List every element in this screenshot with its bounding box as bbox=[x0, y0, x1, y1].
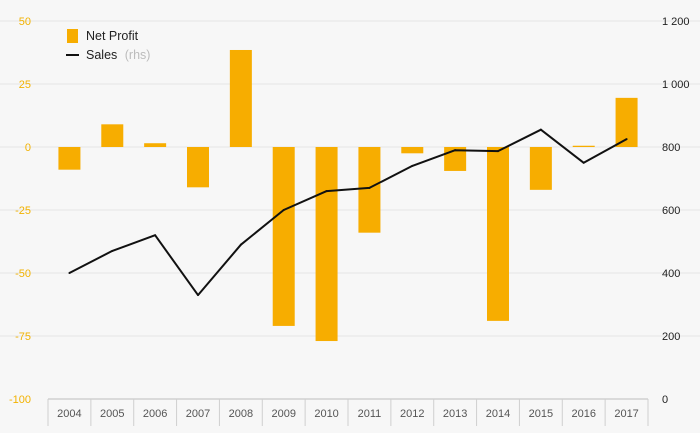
x-axis-tick-label: 2009 bbox=[271, 408, 295, 420]
sales-point-2013 bbox=[454, 149, 457, 152]
x-axis-tick-label: 2010 bbox=[314, 408, 338, 420]
x-axis-tick-label: 2013 bbox=[443, 408, 467, 420]
left-axis-tick-label: 50 bbox=[19, 16, 31, 28]
x-axis-tick-label: 2007 bbox=[186, 408, 210, 420]
axes: 50 25 0 -25 -50 -75 -100 1 200 1 000 800 600 400 200… bbox=[9, 16, 690, 426]
left-axis-tick-label: 0 bbox=[25, 142, 31, 154]
bar-net-profit-2017 bbox=[615, 97, 638, 147]
sales-point-2010 bbox=[325, 190, 328, 193]
bar-net-profit-2008 bbox=[229, 49, 252, 148]
sales-point-2011 bbox=[368, 186, 371, 189]
net-profit-bars bbox=[58, 49, 638, 342]
sales-point-2006 bbox=[154, 234, 157, 237]
legend-label-net-profit: Net Profit bbox=[86, 29, 139, 43]
sales-point-2015 bbox=[539, 128, 542, 131]
legend-sales-name: Sales bbox=[86, 48, 117, 62]
sales-point-2008 bbox=[239, 243, 242, 246]
left-axis-tick-label: -75 bbox=[15, 331, 31, 343]
right-axis-tick-label: 1 000 bbox=[662, 79, 690, 91]
right-axis-tick-label: 1 200 bbox=[662, 16, 690, 28]
right-axis-tick-label: 400 bbox=[662, 268, 680, 280]
legend-label-sales: Sales (rhs) bbox=[86, 48, 150, 62]
gridlines bbox=[0, 20, 700, 337]
right-axis-tick-label: 600 bbox=[662, 205, 680, 217]
sales-point-2005 bbox=[111, 249, 114, 252]
left-axis-tick-label: -50 bbox=[15, 268, 31, 280]
x-axis-tick-label: 2006 bbox=[143, 408, 167, 420]
bar-net-profit-2010 bbox=[315, 147, 338, 342]
x-axis-tick-label: 2015 bbox=[529, 408, 553, 420]
legend-swatch-net-profit bbox=[67, 29, 78, 43]
right-axis-tick-label: 800 bbox=[662, 142, 680, 154]
x-axis-tick-label: 2017 bbox=[614, 408, 638, 420]
legend: Net Profit Sales (rhs) bbox=[66, 29, 150, 62]
bar-net-profit-2007 bbox=[187, 147, 209, 188]
x-axis-tick-label: 2008 bbox=[229, 408, 253, 420]
x-axis-tick-label: 2012 bbox=[400, 408, 424, 420]
bar-net-profit-2006 bbox=[144, 143, 167, 147]
sales-point-2004 bbox=[68, 272, 71, 274]
sales-point-2012 bbox=[411, 164, 414, 167]
bar-net-profit-2004 bbox=[58, 147, 81, 170]
bar-net-profit-2012 bbox=[401, 147, 424, 154]
sales-point-2014 bbox=[497, 150, 499, 153]
x-axis-tick-label: 2014 bbox=[486, 408, 510, 420]
legend-sales-note: (rhs) bbox=[125, 48, 151, 62]
bar-net-profit-2014 bbox=[487, 147, 509, 321]
x-axis-tick-label: 2016 bbox=[571, 408, 595, 420]
left-axis-tick-label: 25 bbox=[19, 79, 31, 91]
x-axis-tick-label: 2004 bbox=[57, 408, 81, 420]
sales-point-2007 bbox=[197, 294, 199, 297]
left-axis-tick-label: -100 bbox=[9, 394, 31, 406]
sales-line bbox=[68, 128, 628, 297]
bar-net-profit-2015 bbox=[529, 147, 552, 190]
sales-point-2009 bbox=[282, 209, 285, 211]
right-axis-tick-label: 0 bbox=[662, 394, 668, 406]
right-axis-tick-label: 200 bbox=[662, 331, 680, 343]
sales-point-2016 bbox=[582, 161, 585, 164]
left-axis-tick-label: -25 bbox=[15, 205, 31, 217]
bar-net-profit-2011 bbox=[358, 147, 381, 233]
x-axis-tick-label: 2011 bbox=[358, 408, 382, 420]
bar-net-profit-2009 bbox=[272, 147, 295, 326]
x-axis-tick-label: 2005 bbox=[100, 408, 124, 420]
sales-line-layer bbox=[68, 128, 628, 297]
bar-net-profit-2016 bbox=[572, 145, 595, 147]
bar-net-profit-2005 bbox=[101, 124, 124, 147]
sales-point-2017 bbox=[625, 138, 628, 141]
